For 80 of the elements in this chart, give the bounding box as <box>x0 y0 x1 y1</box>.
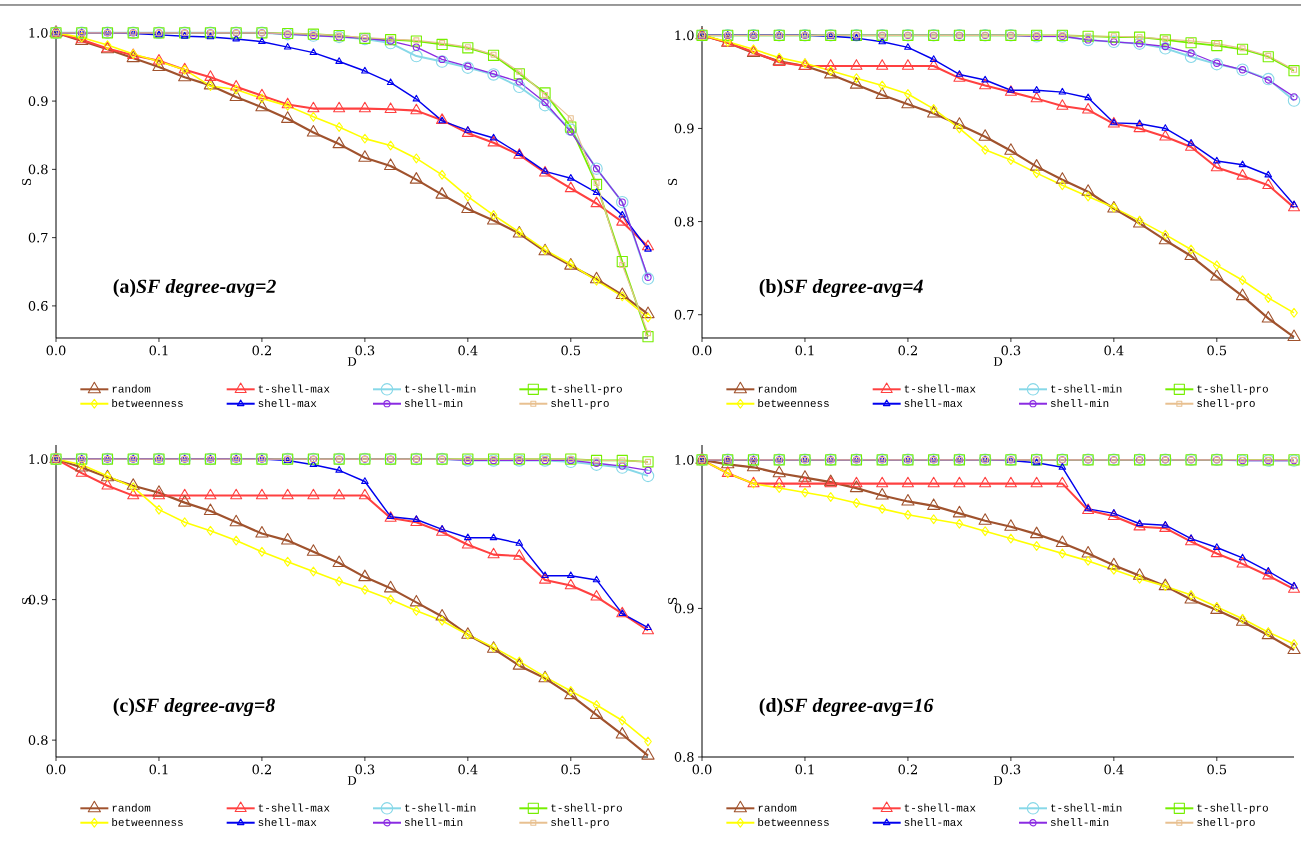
y-axis-title: S <box>668 178 678 186</box>
legend-label: t-shell-pro <box>1197 384 1268 395</box>
legend-label: shell-max <box>904 818 963 827</box>
annotation: (a)SF degree-avg=2 <box>113 279 276 298</box>
legend-label: shell-min <box>1050 399 1109 408</box>
x-axis-title: D <box>993 357 1003 366</box>
annotation: (c)SF degree-avg=8 <box>113 698 275 717</box>
legend-label: shell-max <box>258 818 317 827</box>
x-tick-label: 0.1 <box>149 345 168 356</box>
y-tick-label: 1.0 <box>675 454 694 465</box>
legend-label: betweenness <box>112 399 183 408</box>
legend-label: t-shell-min <box>405 384 476 393</box>
x-tick-label: 0.5 <box>561 345 581 356</box>
legend-label: random <box>758 803 797 812</box>
x-tick-label: 0.2 <box>898 764 917 775</box>
legend-label: t-shell-max <box>904 384 976 393</box>
x-tick-label: 0.0 <box>692 345 712 356</box>
legend-label: shell-pro <box>551 399 609 410</box>
y-tick-label: 1.0 <box>675 30 694 41</box>
y-tick-label: 0.9 <box>28 96 48 106</box>
legend-label: t-shell-max <box>258 803 330 812</box>
x-tick-label: 0.1 <box>149 764 168 775</box>
legend-label: t-shell-pro <box>551 384 622 395</box>
legend-label: shell-max <box>258 399 317 408</box>
y-tick-label: 0.9 <box>674 123 694 134</box>
legend-label: random <box>112 803 151 812</box>
x-tick-label: 0.4 <box>1104 764 1124 775</box>
x-tick-label: 0.0 <box>46 345 66 356</box>
x-tick-label: 0.3 <box>355 764 375 775</box>
legend-label: t-shell-max <box>904 803 976 812</box>
y-tick-label: 0.8 <box>674 752 694 762</box>
legend-label: t-shell-min <box>405 803 476 812</box>
legend-label: shell-max <box>904 399 963 408</box>
legend-label: shell-min <box>404 399 463 408</box>
legend-label: t-shell-max <box>258 384 330 393</box>
x-tick-label: 0.4 <box>1104 345 1124 356</box>
x-axis-title: D <box>347 776 357 785</box>
y-tick-label: 0.7 <box>28 232 48 243</box>
x-axis-title: D <box>993 776 1003 785</box>
y-tick-label: 1.0 <box>29 454 48 464</box>
legend-label: shell-min <box>404 818 463 827</box>
y-tick-label: 0.8 <box>28 164 48 175</box>
annotation: (d)SF degree-avg=16 <box>759 698 934 717</box>
legend-label: betweenness <box>758 399 829 408</box>
y-tick-label: 0.8 <box>28 735 48 746</box>
legend-label: shell-min <box>1050 818 1109 827</box>
x-tick-label: 0.5 <box>1207 345 1227 356</box>
x-tick-label: 0.3 <box>1001 764 1021 775</box>
x-tick-label: 0.0 <box>692 764 712 775</box>
x-tick-label: 0.5 <box>561 764 581 775</box>
legend-label: t-shell-min <box>1051 384 1122 393</box>
x-axis-title: D <box>347 357 357 366</box>
legend-label: random <box>758 384 797 393</box>
x-tick-label: 0.0 <box>46 764 66 775</box>
y-axis-title: S <box>22 178 32 186</box>
y-tick-label: 0.8 <box>674 216 694 227</box>
legend-label: betweenness <box>112 818 183 827</box>
x-tick-label: 0.4 <box>458 345 478 356</box>
x-tick-label: 0.5 <box>1207 764 1227 775</box>
legend-label: random <box>112 384 151 393</box>
x-tick-label: 0.4 <box>458 764 478 775</box>
y-tick-label: 1.0 <box>29 27 48 38</box>
x-tick-label: 0.2 <box>252 764 271 775</box>
y-tick-label: 0.7 <box>674 309 694 320</box>
legend-label: betweenness <box>758 818 829 827</box>
legend-label: shell-pro <box>551 818 609 829</box>
y-tick-label: 0.9 <box>674 603 694 614</box>
annotation: (b)SF degree-avg=4 <box>759 279 923 298</box>
x-tick-label: 0.3 <box>1001 345 1021 356</box>
legend-label: t-shell-pro <box>551 803 622 814</box>
x-tick-label: 0.1 <box>795 764 814 775</box>
x-tick-label: 0.1 <box>795 345 814 356</box>
legend-label: shell-pro <box>1197 818 1255 829</box>
legend-label: t-shell-min <box>1051 803 1122 812</box>
legend-label: t-shell-pro <box>1197 803 1268 814</box>
x-tick-label: 0.3 <box>355 345 375 356</box>
x-tick-label: 0.2 <box>252 345 271 356</box>
x-tick-label: 0.2 <box>898 345 917 356</box>
y-tick-label: 0.6 <box>28 301 48 311</box>
legend-label: shell-pro <box>1197 399 1255 410</box>
